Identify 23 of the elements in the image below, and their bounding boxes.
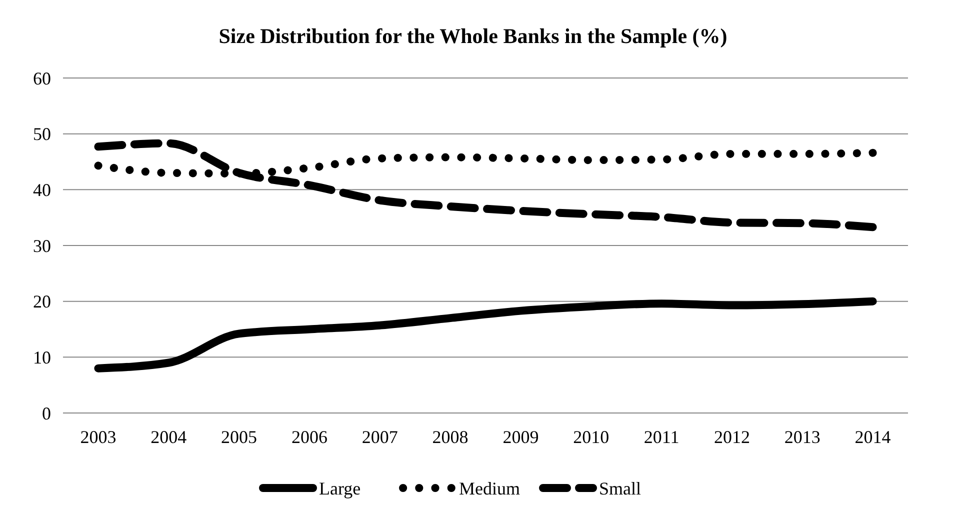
x-tick-label: 2012 <box>714 427 750 447</box>
chart-title: Size Distribution for the Whole Banks in the Sample (%) <box>218 24 728 48</box>
legend-label: Medium <box>459 478 520 498</box>
y-tick-label: 20 <box>33 292 51 312</box>
x-tick-label: 2008 <box>432 427 468 447</box>
x-tick-label: 2006 <box>291 427 328 447</box>
legend-label: Large <box>319 478 361 498</box>
x-tick-label: 2003 <box>80 427 116 447</box>
x-tick-label: 2005 <box>221 427 258 447</box>
x-tick-label: 2014 <box>854 427 891 447</box>
y-tick-label: 60 <box>33 68 51 88</box>
x-tick-label: 2011 <box>644 427 680 447</box>
x-tick-label: 2007 <box>362 427 398 447</box>
x-tick-label: 2009 <box>502 427 539 447</box>
x-tick-label: 2010 <box>573 427 610 447</box>
legend-label: Small <box>599 478 642 498</box>
x-tick-label: 2013 <box>784 427 820 447</box>
y-tick-label: 40 <box>33 180 51 200</box>
y-tick-label: 10 <box>33 347 51 368</box>
x-tick-label: 2004 <box>150 427 187 447</box>
y-tick-label: 50 <box>33 124 51 144</box>
y-tick-label: 0 <box>42 403 51 424</box>
y-tick-label: 30 <box>33 236 51 256</box>
